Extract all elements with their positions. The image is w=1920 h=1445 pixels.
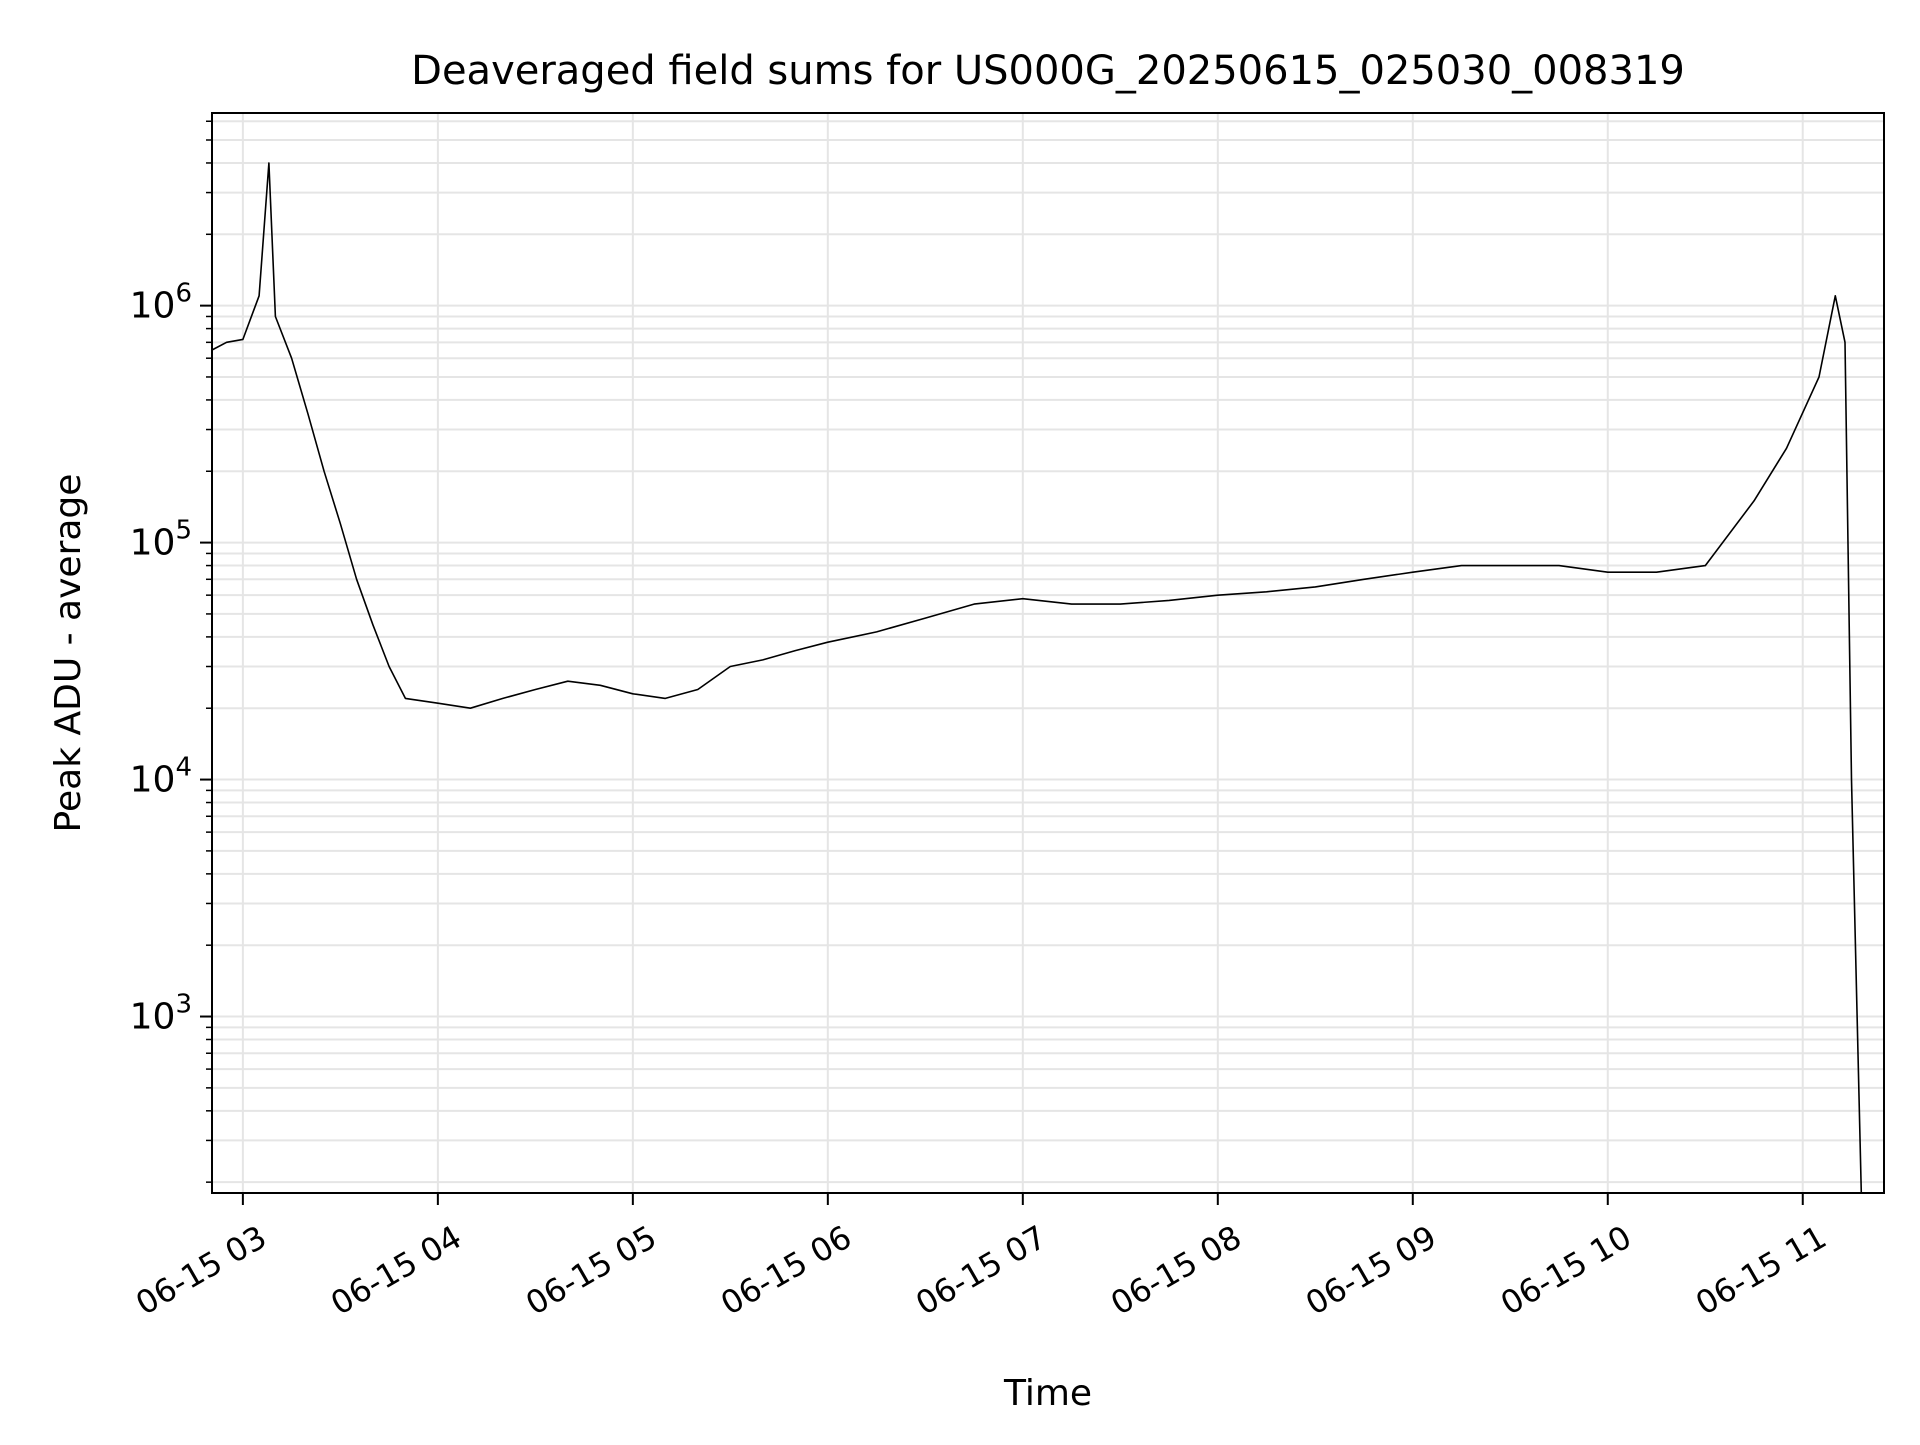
y-tick-exponent: 6 xyxy=(175,279,192,309)
x-tick-label: 06-15 10 xyxy=(1494,1218,1638,1323)
y-tick-base: 10 xyxy=(130,523,176,564)
y-tick-base: 10 xyxy=(130,760,176,801)
x-axis-label: Time xyxy=(1003,1373,1092,1414)
grid-layer xyxy=(212,113,1884,1193)
y-tick-exponent: 4 xyxy=(175,753,192,783)
x-tick-label: 06-15 06 xyxy=(714,1218,858,1323)
y-tick-base: 10 xyxy=(130,997,176,1038)
y-tick-label: 103 xyxy=(130,990,192,1038)
y-tick-exponent: 3 xyxy=(175,990,192,1020)
series-line xyxy=(211,162,1863,1194)
x-tick-label: 06-15 07 xyxy=(909,1218,1053,1323)
y-tick-label: 106 xyxy=(130,279,192,327)
x-tick-label: 06-15 05 xyxy=(519,1218,663,1323)
y-tick-label: 104 xyxy=(130,753,192,801)
chart-title: Deaveraged field sums for US000G_2025061… xyxy=(411,48,1685,94)
x-tick-label: 06-15 04 xyxy=(324,1218,468,1323)
y-tick-base: 10 xyxy=(130,286,176,327)
data-layer xyxy=(211,162,1863,1194)
x-tick-label: 06-15 03 xyxy=(129,1218,273,1323)
tick-layer: 06-15 03 06-15 04 06-15 05 06-15 06 06-15 07… xyxy=(129,120,1833,1323)
x-tick-label: 06-15 09 xyxy=(1299,1218,1443,1323)
y-axis-label: Peak ADU - average xyxy=(48,474,89,833)
x-tick-label: 06-15 08 xyxy=(1104,1218,1248,1323)
y-tick-exponent: 5 xyxy=(175,516,192,546)
plot-frame xyxy=(211,112,1885,1194)
y-tick-label: 105 xyxy=(130,516,192,564)
x-tick-label: 06-15 11 xyxy=(1689,1218,1833,1323)
